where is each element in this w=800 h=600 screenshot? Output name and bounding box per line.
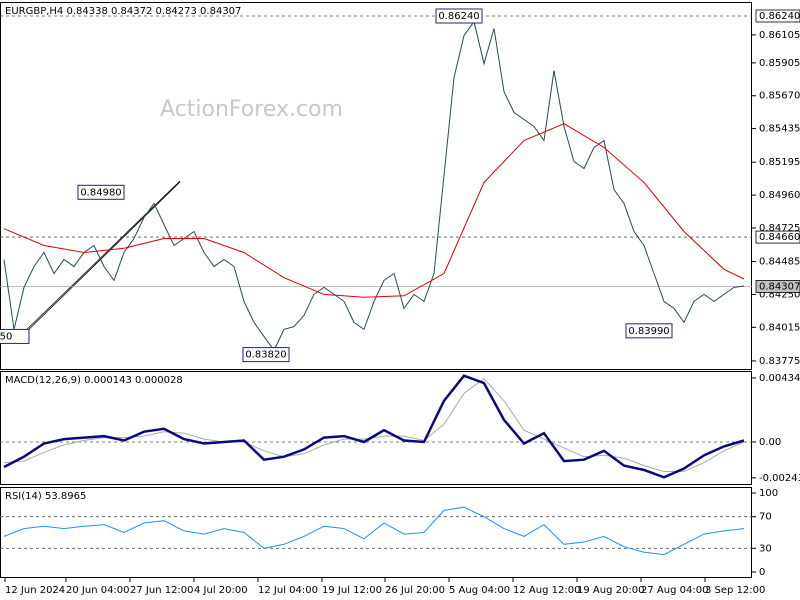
y-tick-label: 0.84485: [759, 257, 800, 268]
price-label-box: [755, 9, 800, 23]
x-tick-label: 5 Aug 04:00: [449, 585, 510, 596]
channel-line: [17, 181, 181, 341]
annotation-box: [625, 323, 673, 339]
x-tick-label: 12 Aug 12:00: [513, 585, 580, 596]
y-tick-label: 0.84015: [759, 322, 800, 333]
panel-title: EURGBP,H4 0.84338 0.84372 0.84273 0.8430…: [5, 6, 241, 17]
panel-frame: [0, 371, 752, 485]
annotation-box: [77, 184, 125, 200]
x-tick-label: 19 Jul 12:00: [322, 585, 382, 596]
x-tick-label: 26 Jul 20:00: [385, 585, 445, 596]
y-tick-label: 0.84960: [759, 190, 800, 201]
watermark: ActionForex.com: [160, 97, 343, 122]
panel-frame: [0, 2, 752, 370]
annotation-box: [0, 328, 30, 344]
annotation-label: 0.84980: [80, 187, 121, 198]
y-tick-label: 0.00: [759, 437, 781, 448]
x-tick-label: 27 Jun 12:00: [130, 585, 194, 596]
series-line: [3, 374, 745, 479]
x-tick-label: 4 Jul 20:00: [194, 585, 248, 596]
y-tick-label: 0.85195: [759, 157, 800, 168]
y-tick-label: 0.85435: [759, 124, 800, 135]
y-tick-label: 70: [759, 512, 772, 523]
y-tick-label: 0: [759, 567, 765, 578]
y-tick-label: 100: [759, 488, 778, 499]
annotation-label: 0.83820: [245, 350, 286, 361]
x-tick-label: 12 Jul 04:00: [258, 585, 318, 596]
y-tick-label: -0.002434: [759, 473, 800, 484]
price-label-box: [755, 230, 800, 244]
y-tick-label: 0.84250: [759, 289, 800, 300]
panel-frame: [0, 487, 752, 578]
price-label: 0.84307: [759, 281, 800, 292]
price-label: 0.84660: [759, 232, 800, 243]
annotation-label: 50: [0, 331, 12, 342]
x-tick-label: 27 Aug 04:00: [641, 585, 708, 596]
price-label: 0.86240: [759, 11, 800, 22]
panel-title: RSI(14) 53.8965: [5, 491, 86, 502]
x-tick-label: 19 Aug 20:00: [577, 585, 644, 596]
x-tick-label: 20 Jun 04:00: [66, 585, 130, 596]
y-tick-label: 0.85670: [759, 91, 800, 102]
series-line: [3, 378, 745, 472]
x-tick-label: 12 Jun 2024: [5, 585, 65, 596]
series-line: [3, 506, 745, 556]
series-line: [3, 123, 745, 298]
y-tick-label: 0.83775: [759, 356, 800, 367]
y-tick-label: 0.84725: [759, 223, 800, 234]
annotation-box: [242, 347, 290, 363]
annotation-label: 0.83990: [628, 326, 669, 337]
y-tick-label: 0.86105: [759, 30, 800, 41]
y-tick-label: 0.004347: [759, 373, 800, 384]
channel-line: [17, 180, 181, 339]
annotation-label: 0.86240: [438, 11, 479, 22]
y-tick-label: 30: [759, 543, 772, 554]
panel-title: MACD(12,26,9) 0.000143 0.000028: [5, 375, 183, 386]
y-tick-label: 0.85905: [759, 58, 800, 69]
annotation-box: [435, 8, 483, 24]
price-label-box: [755, 280, 800, 293]
x-tick-label: 3 Sep 12:00: [705, 585, 765, 596]
